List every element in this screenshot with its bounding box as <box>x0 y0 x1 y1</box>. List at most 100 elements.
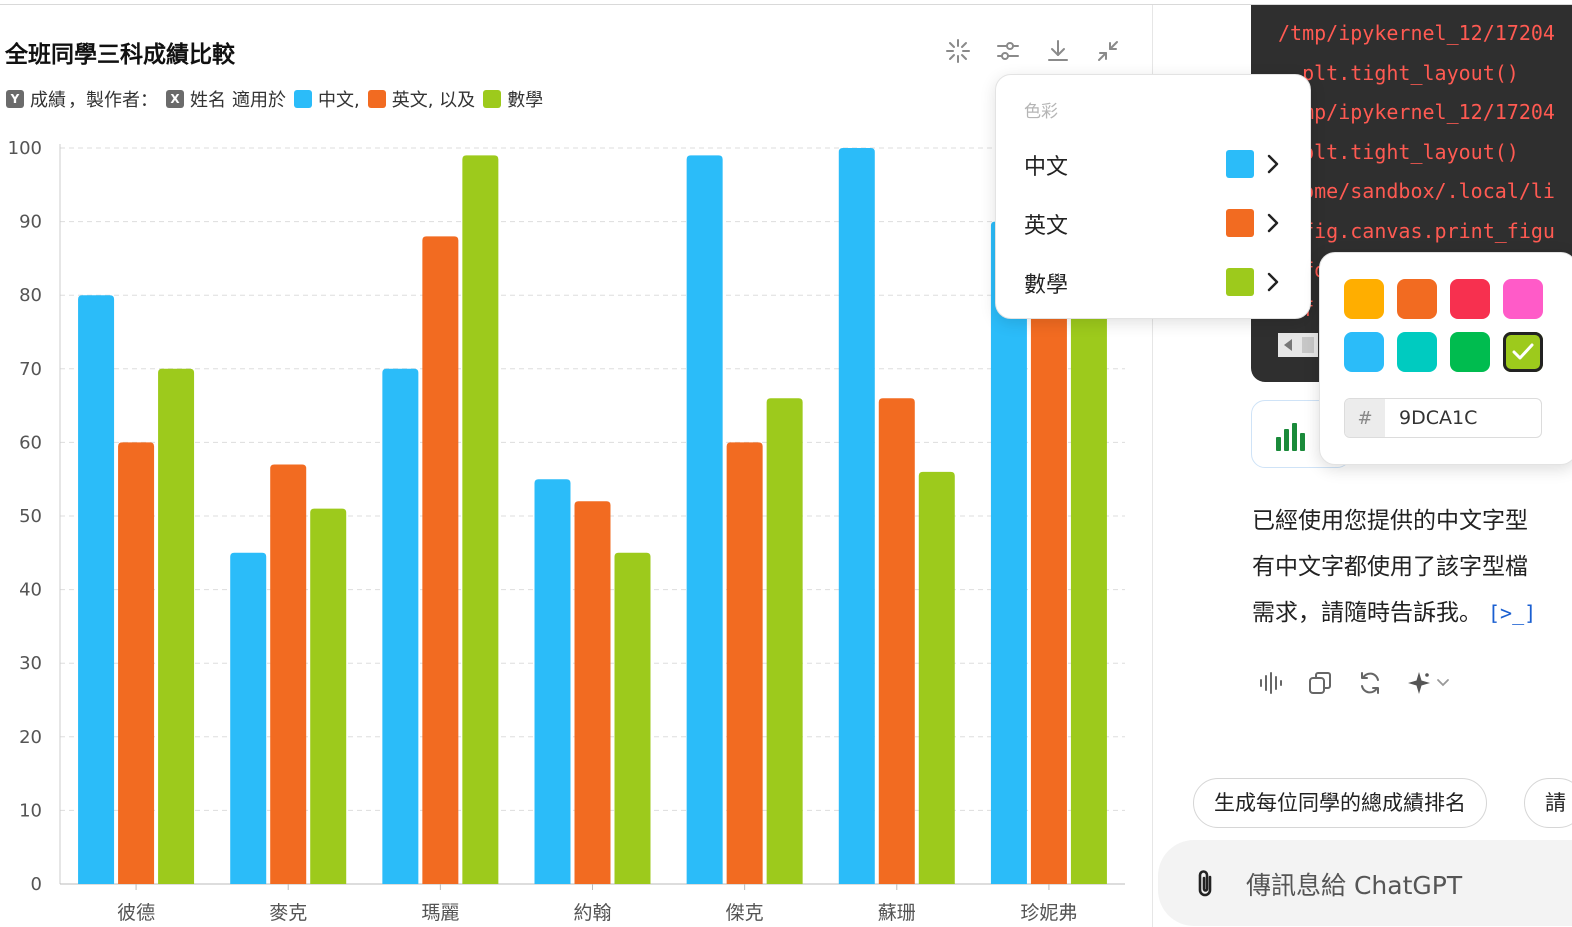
bar <box>118 442 155 884</box>
legend-label-english: 英文, 以及 <box>391 90 476 111</box>
y-tick-label: 0 <box>31 874 42 895</box>
reply-line-1: 已經使用您提供的中文字型 <box>1252 508 1528 534</box>
color-swatch <box>1226 150 1254 178</box>
y-tick-label: 50 <box>19 506 42 527</box>
hex-value[interactable]: 9DCA1C <box>1399 407 1478 429</box>
code-line: plt.tight_layout() <box>1278 140 1519 164</box>
color-swatch-option[interactable] <box>1344 279 1384 319</box>
reply-line-3-text: 需求，請隨時告訴我。 <box>1252 600 1482 626</box>
x-tick-label: 瑪麗 <box>421 902 459 924</box>
chart-title: 全班同學三科成績比較 <box>5 42 235 68</box>
color-picker: # 9DCA1C <box>1319 252 1572 465</box>
code-line: /home/sandbox/.local/li <box>1278 179 1555 203</box>
sparkle-menu-icon[interactable] <box>1406 668 1454 698</box>
checkmark-icon <box>1512 343 1534 360</box>
bar <box>310 508 347 884</box>
hash-label: # <box>1345 399 1385 437</box>
paperclip-icon[interactable] <box>1190 868 1220 904</box>
bar <box>990 221 1027 885</box>
code-scrollbar[interactable] <box>1278 333 1318 357</box>
assistant-reply: 已經使用您提供的中文字型 有中文字都使用了該字型檔 需求，請隨時告訴我。 [>_] <box>1252 498 1572 636</box>
y-tick-label: 40 <box>19 580 42 601</box>
chevron-right-icon <box>1266 153 1280 179</box>
code-line: plt.tight_layout() <box>1278 61 1519 85</box>
legend-swatch-english <box>367 90 386 108</box>
chart-legend: Y 成績 ，製作者： X 姓名 適用於 中文, 英文, 以及 數學 <box>6 86 545 112</box>
code-reference-icon[interactable]: [>_] <box>1488 601 1537 625</box>
color-swatch-option[interactable] <box>1450 279 1490 319</box>
bar <box>726 442 763 884</box>
bar <box>230 552 267 884</box>
bar <box>382 368 419 884</box>
bar <box>574 501 611 884</box>
suggestion-chip[interactable]: 請 <box>1524 778 1572 828</box>
bar <box>878 398 915 884</box>
y-tick-label: 80 <box>19 285 42 306</box>
color-swatch-option[interactable] <box>1344 332 1384 372</box>
regenerate-icon[interactable] <box>1356 668 1384 698</box>
x-tick-label: 約翰 <box>573 902 611 924</box>
bar-chart-icon <box>1276 423 1305 451</box>
legend-swatch-chinese <box>294 90 312 108</box>
color-swatch <box>1226 209 1254 237</box>
download-icon[interactable] <box>1044 37 1072 65</box>
color-menu-label: 數學 <box>1024 273 1069 298</box>
read-aloud-icon[interactable] <box>1256 668 1284 698</box>
color-menu-header: 色彩 <box>1024 102 1058 122</box>
chevron-right-icon <box>1266 212 1280 238</box>
reply-line-2: 有中文字都使用了該字型檔 <box>1252 554 1528 580</box>
color-menu-item-math[interactable]: 數學 <box>996 257 1312 307</box>
color-swatch-option[interactable] <box>1503 279 1543 319</box>
bar <box>78 295 115 884</box>
color-menu-label: 中文 <box>1024 155 1069 180</box>
x-axis-label: 姓名 <box>190 90 226 111</box>
panel-divider <box>1152 5 1153 927</box>
reply-line-3: 需求，請隨時告訴我。 [>_] <box>1252 590 1572 636</box>
bar <box>614 552 651 884</box>
x-tick-label: 麥克 <box>269 902 307 924</box>
y-tick-label: 30 <box>19 653 42 674</box>
bar <box>158 368 195 884</box>
color-swatch-option[interactable] <box>1397 332 1437 372</box>
message-actions <box>1256 668 1454 698</box>
y-axis-label: 成績 <box>30 90 66 111</box>
color-swatch-option[interactable] <box>1503 332 1543 372</box>
y-tick-label: 70 <box>19 359 42 380</box>
color-menu-label: 英文 <box>1024 214 1069 239</box>
x-tick-label: 彼德 <box>117 902 155 924</box>
scroll-left-icon[interactable] <box>1284 339 1292 351</box>
y-tick-label: 100 <box>8 138 42 159</box>
legend-label-chinese: 中文, <box>318 90 360 111</box>
color-swatch-option[interactable] <box>1450 332 1490 372</box>
color-swatch <box>1226 268 1254 296</box>
message-composer[interactable]: 傳訊息給 ChatGPT <box>1158 840 1572 926</box>
bar <box>1030 295 1067 884</box>
color-menu-item-english[interactable]: 英文 <box>996 198 1312 248</box>
bar <box>918 471 955 884</box>
suggestion-chip[interactable]: 生成每位同學的總成績排名 <box>1193 778 1487 828</box>
x-axis-key-badge: X <box>166 90 184 108</box>
color-swatch-option[interactable] <box>1397 279 1437 319</box>
legend-by-text: ，製作者： <box>68 90 158 111</box>
x-tick-label: 珍妮弗 <box>1020 902 1077 924</box>
code-line: /tmp/ipykernel_12/17204 <box>1278 100 1555 124</box>
bar <box>1070 280 1107 884</box>
sparkle-icon[interactable] <box>944 37 972 65</box>
x-tick-label: 蘇珊 <box>878 902 916 924</box>
y-tick-label: 60 <box>19 432 42 453</box>
copy-icon[interactable] <box>1306 668 1334 698</box>
code-line: /tmp/ipykernel_12/17204 <box>1278 21 1555 45</box>
bar <box>766 398 803 884</box>
bar <box>534 479 571 884</box>
color-menu-item-chinese[interactable]: 中文 <box>996 139 1312 189</box>
sliders-icon[interactable] <box>994 37 1022 65</box>
hex-input[interactable]: # 9DCA1C <box>1344 398 1542 438</box>
legend-label-math: 數學 <box>507 90 544 111</box>
chart-toolbar <box>944 37 1122 65</box>
y-axis-key-badge: Y <box>6 90 24 108</box>
scroll-thumb[interactable] <box>1302 337 1314 353</box>
code-line: fig.canvas.print_figu <box>1278 219 1555 243</box>
collapse-icon[interactable] <box>1094 37 1122 65</box>
chevron-right-icon <box>1266 271 1280 297</box>
y-tick-label: 20 <box>19 727 42 748</box>
